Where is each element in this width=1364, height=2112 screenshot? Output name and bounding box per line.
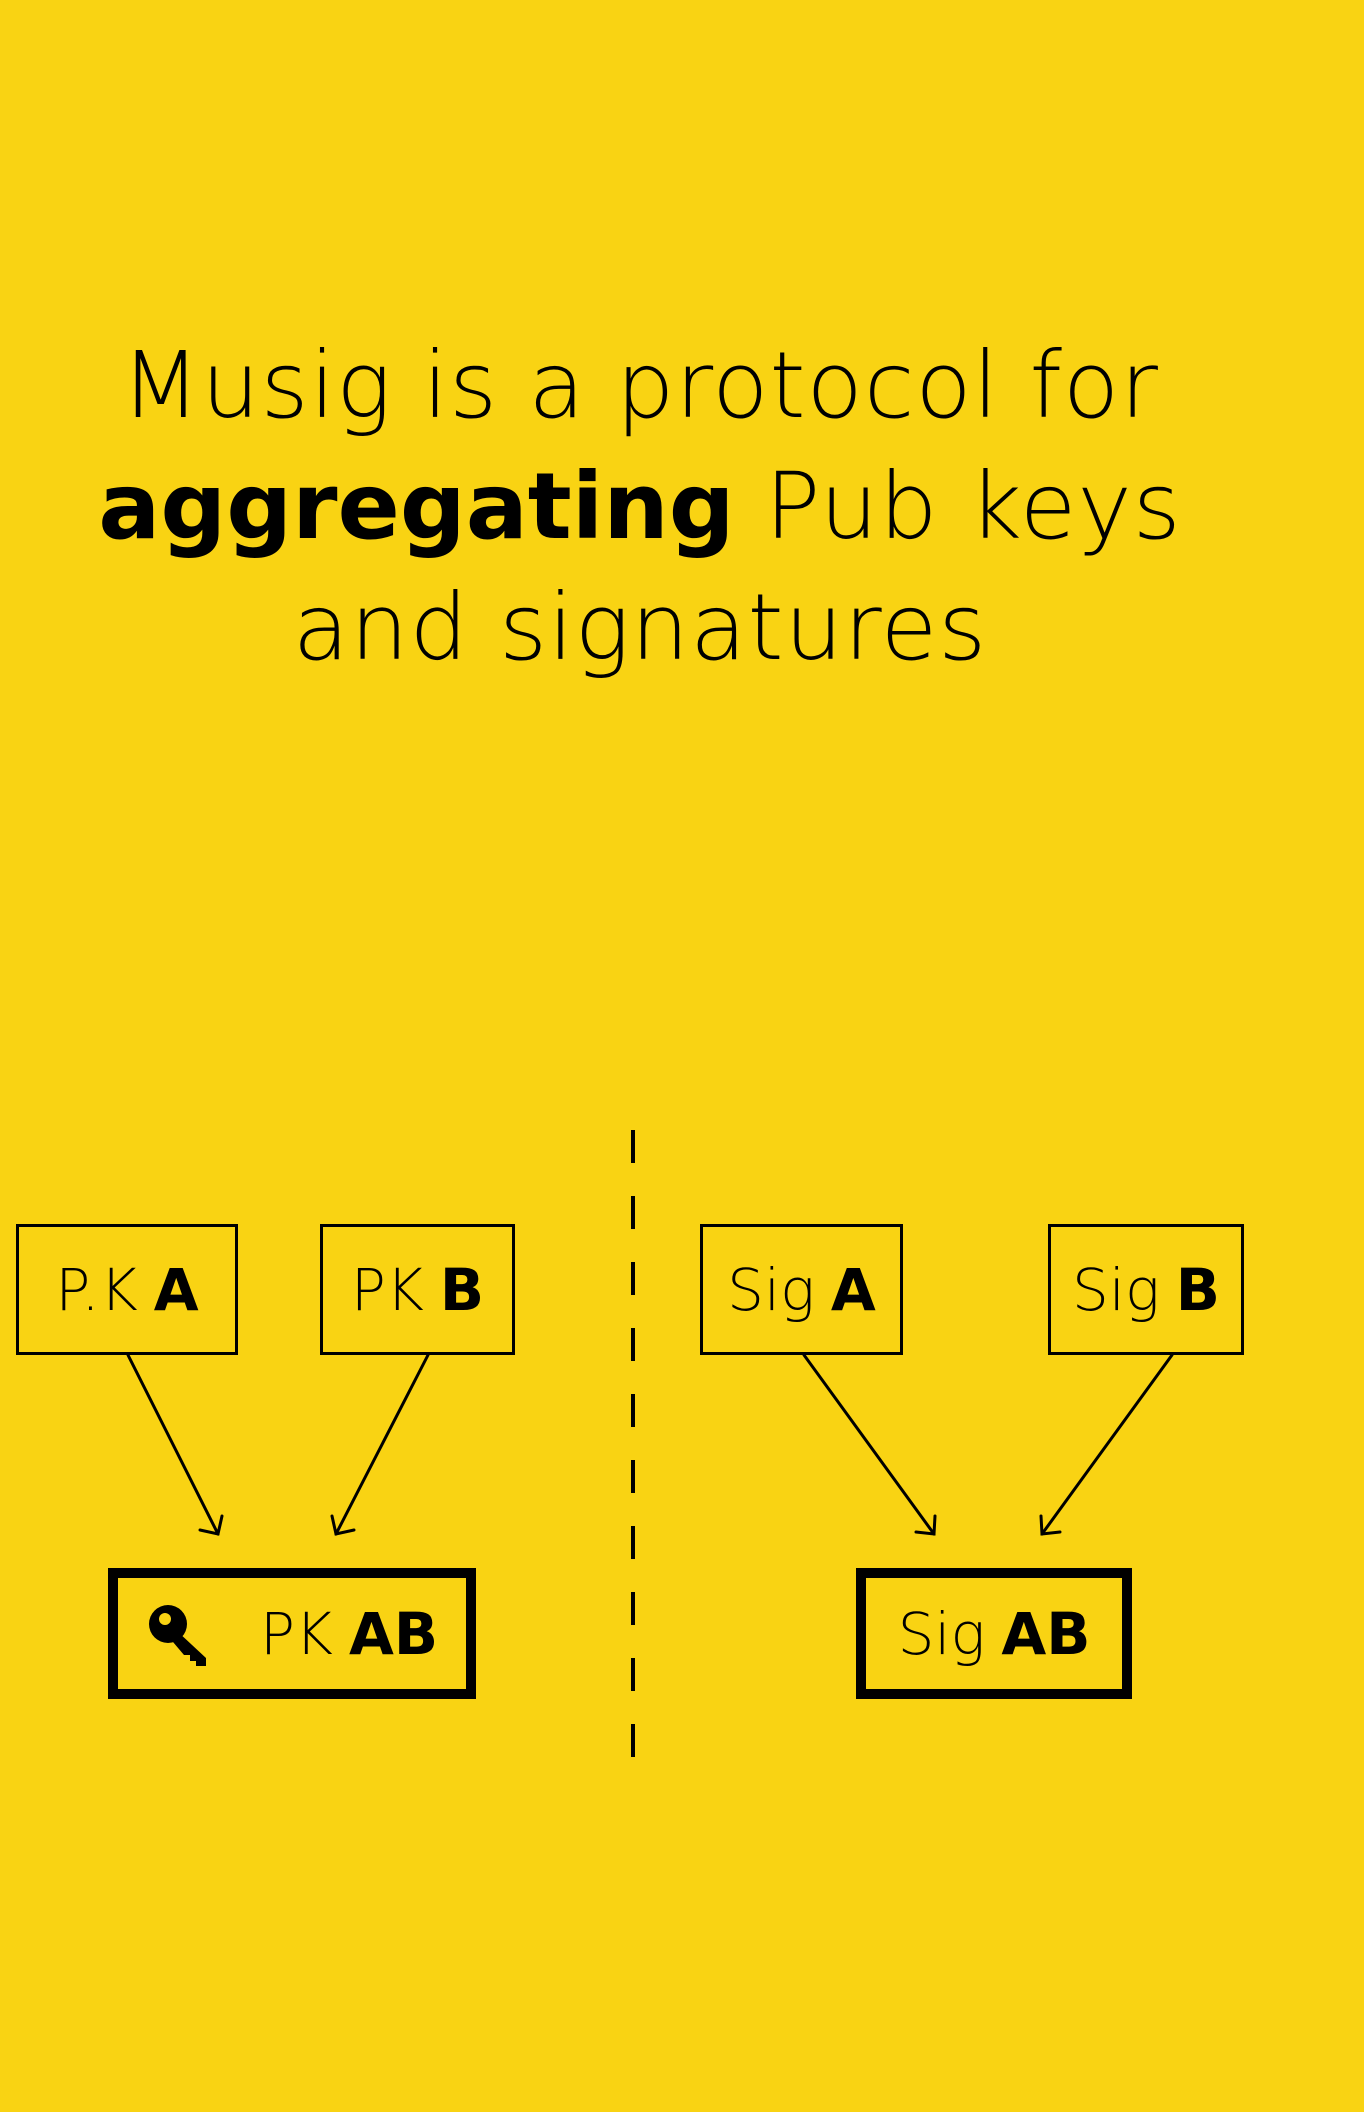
sig-b-prefix: Sig [1072, 1255, 1160, 1324]
sig-a-box: Sig A [700, 1224, 903, 1355]
pk-ab-box: PK AB [108, 1568, 476, 1699]
headline-bold-word: aggregating [98, 453, 735, 560]
pk-ab-letters: AB [348, 1599, 439, 1668]
headline-line-2-rest: Pub keys [764, 453, 1182, 560]
arrow-sig-a [802, 1353, 937, 1536]
key-icon [146, 1602, 216, 1666]
arrow-pk-a [126, 1353, 224, 1536]
pk-b-box: PK B [320, 1224, 515, 1355]
sig-ab-prefix: Sig [897, 1599, 986, 1668]
sig-a-letter: A [830, 1255, 876, 1324]
pk-a-prefix: P.K [55, 1255, 138, 1324]
pk-a-box: P.K A [16, 1224, 238, 1355]
headline-line-2: aggregating Pub keys [0, 446, 1280, 567]
arrow-pk-b [330, 1353, 430, 1536]
sig-ab-letters: AB [1001, 1599, 1091, 1668]
sig-b-box: Sig B [1048, 1224, 1244, 1355]
headline-line-1: Musig is a protocol for [120, 332, 1159, 439]
pk-b-prefix: PK [350, 1255, 424, 1324]
sig-ab-box: Sig AB [856, 1568, 1132, 1699]
headline-line-3: and signatures [292, 574, 988, 681]
pk-a-letter: A [153, 1255, 199, 1324]
headline: Musig is a protocol for aggregating Pub … [0, 325, 1280, 688]
sig-b-letter: B [1175, 1255, 1220, 1324]
pk-ab-prefix: PK [259, 1599, 333, 1668]
pk-b-letter: B [439, 1255, 485, 1324]
sig-a-prefix: Sig [727, 1255, 815, 1324]
arrow-sig-b [1039, 1353, 1174, 1536]
